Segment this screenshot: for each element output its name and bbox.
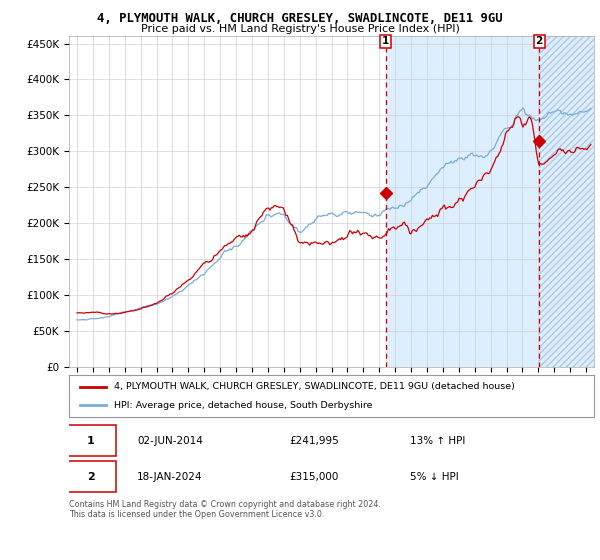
Text: Price paid vs. HM Land Registry's House Price Index (HPI): Price paid vs. HM Land Registry's House … (140, 24, 460, 34)
Text: 4, PLYMOUTH WALK, CHURCH GRESLEY, SWADLINCOTE, DE11 9GU: 4, PLYMOUTH WALK, CHURCH GRESLEY, SWADLI… (97, 12, 503, 25)
Text: 1: 1 (382, 36, 389, 46)
FancyBboxPatch shape (65, 461, 116, 492)
Bar (539, 36, 594, 367)
Text: HPI: Average price, detached house, South Derbyshire: HPI: Average price, detached house, Sout… (113, 401, 372, 410)
Text: 5% ↓ HPI: 5% ↓ HPI (410, 472, 459, 482)
Text: 02-JUN-2014: 02-JUN-2014 (137, 436, 203, 446)
FancyBboxPatch shape (65, 426, 116, 456)
Text: 4, PLYMOUTH WALK, CHURCH GRESLEY, SWADLINCOTE, DE11 9GU (detached house): 4, PLYMOUTH WALK, CHURCH GRESLEY, SWADLI… (113, 382, 515, 391)
Text: 1: 1 (86, 436, 94, 446)
Text: £315,000: £315,000 (290, 472, 339, 482)
Text: 2: 2 (535, 36, 543, 46)
Bar (386, 36, 594, 367)
Text: 13% ↑ HPI: 13% ↑ HPI (410, 436, 466, 446)
Text: Contains HM Land Registry data © Crown copyright and database right 2024.
This d: Contains HM Land Registry data © Crown c… (69, 500, 381, 519)
Text: 18-JAN-2024: 18-JAN-2024 (137, 472, 203, 482)
Text: £241,995: £241,995 (290, 436, 339, 446)
Text: 2: 2 (86, 472, 94, 482)
